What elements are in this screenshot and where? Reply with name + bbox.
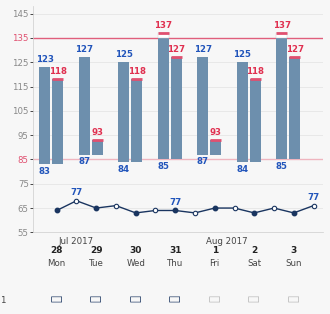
- Bar: [118, 62, 129, 162]
- Bar: [237, 62, 248, 162]
- Text: 77: 77: [308, 193, 320, 202]
- Text: 87: 87: [78, 158, 90, 166]
- Text: Tue: Tue: [89, 259, 104, 268]
- Text: ⬬: ⬬: [50, 295, 63, 302]
- Text: 31: 31: [169, 246, 182, 255]
- Text: 123: 123: [36, 55, 54, 64]
- Bar: [158, 33, 169, 38]
- Text: 118: 118: [246, 67, 264, 76]
- Text: 83: 83: [39, 167, 51, 176]
- Text: 1: 1: [212, 246, 218, 255]
- Text: ⬬: ⬬: [248, 295, 261, 302]
- Text: 85: 85: [276, 162, 288, 171]
- Text: ⬬: ⬬: [90, 295, 103, 302]
- Text: 77: 77: [70, 188, 82, 197]
- Text: 87: 87: [197, 158, 209, 166]
- Text: Sun: Sun: [285, 259, 302, 268]
- Text: 118: 118: [49, 67, 67, 76]
- Bar: [158, 38, 169, 160]
- Bar: [276, 38, 287, 160]
- Text: 127: 127: [75, 46, 93, 54]
- Text: Mon: Mon: [48, 259, 66, 268]
- Bar: [92, 140, 103, 154]
- Text: Sat: Sat: [247, 259, 261, 268]
- Text: 3: 3: [291, 246, 297, 255]
- Text: 85: 85: [157, 162, 169, 171]
- Bar: [210, 140, 221, 154]
- Text: 28: 28: [50, 246, 63, 255]
- Bar: [131, 79, 142, 162]
- Text: ⬬: ⬬: [287, 295, 300, 302]
- Text: Jul 2017: Jul 2017: [59, 236, 94, 246]
- Text: 84: 84: [117, 165, 130, 174]
- Text: 125: 125: [115, 50, 133, 59]
- Bar: [39, 67, 50, 164]
- Text: 1: 1: [0, 296, 5, 305]
- Text: 125: 125: [233, 50, 251, 59]
- Text: 93: 93: [91, 128, 103, 137]
- Text: Aug 2017: Aug 2017: [206, 236, 248, 246]
- Bar: [250, 79, 261, 162]
- Text: Fri: Fri: [210, 259, 220, 268]
- Text: 77: 77: [169, 198, 182, 207]
- Bar: [276, 33, 287, 38]
- Text: 93: 93: [210, 128, 222, 137]
- Text: ⬬: ⬬: [208, 295, 221, 302]
- Bar: [79, 57, 90, 154]
- Text: ⬬: ⬬: [129, 295, 142, 302]
- Text: Wed: Wed: [126, 259, 145, 268]
- Text: 2: 2: [251, 246, 257, 255]
- Bar: [52, 79, 63, 164]
- Text: 137: 137: [154, 21, 172, 30]
- Text: 30: 30: [130, 246, 142, 255]
- Text: 29: 29: [90, 246, 103, 255]
- Text: 118: 118: [128, 67, 146, 76]
- Text: 137: 137: [273, 21, 291, 30]
- Text: Thu: Thu: [167, 259, 183, 268]
- Text: ⬬: ⬬: [169, 295, 182, 302]
- Text: 127: 127: [194, 46, 212, 54]
- Bar: [171, 57, 182, 160]
- Bar: [197, 57, 208, 154]
- Text: 84: 84: [236, 165, 248, 174]
- Text: 127: 127: [286, 46, 304, 54]
- Bar: [289, 57, 300, 160]
- Text: 127: 127: [167, 46, 185, 54]
